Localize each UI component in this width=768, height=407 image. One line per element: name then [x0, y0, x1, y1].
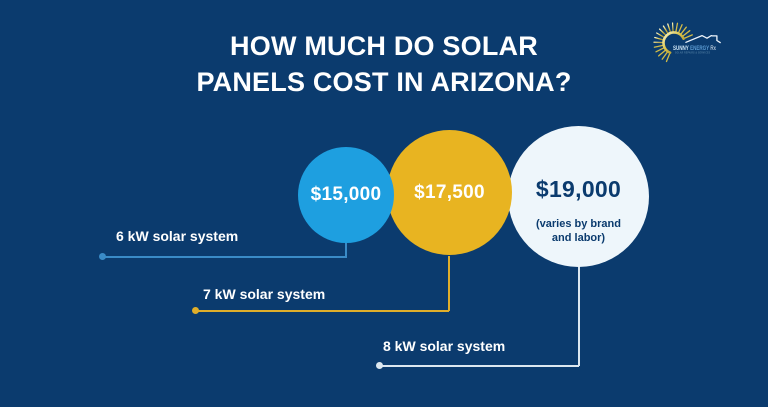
svg-text:SOLAR REPAIRS & SERVICES: SOLAR REPAIRS & SERVICES — [675, 51, 710, 54]
